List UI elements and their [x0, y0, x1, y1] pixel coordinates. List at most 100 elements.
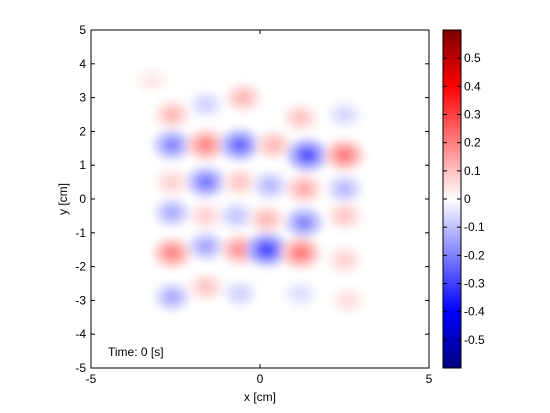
colorbar-tick-label: 0.4: [464, 79, 481, 93]
heatmap-lobe: [189, 91, 223, 118]
heatmap-lobe: [328, 101, 361, 128]
heatmap-contour: [338, 255, 351, 265]
heatmap-layer: [136, 68, 365, 314]
heatmap-lobe: [327, 246, 362, 274]
heatmap-lobe: [186, 166, 226, 198]
y-tick-label: -5: [75, 361, 86, 375]
plot-area: -5 0 5 -5 -4 -3 -2 -1 0 1 2 3 4 5 Time: 0 [s] x [cm]…: [56, 23, 433, 404]
colorbar-tick-label: -0.5: [464, 333, 485, 347]
x-axis-ticks: -5 0 5: [86, 30, 433, 386]
colorbar: -0.5 -0.4 -0.3 -0.2 -0.1 0 0.1 0.2 0.3 0.4 0.5: [442, 29, 485, 369]
heatmap-lobe: [245, 232, 288, 267]
heatmap-contour: [337, 149, 352, 161]
heatmap-contour: [165, 247, 179, 259]
y-tick-label: -2: [75, 260, 86, 274]
x-axis-label: x [cm]: [244, 390, 276, 404]
heatmap-contour: [259, 243, 275, 256]
heatmap-lobe: [331, 287, 365, 314]
y-tick-label: 5: [79, 23, 86, 37]
heatmap-contour: [297, 217, 311, 228]
heatmap-contour: [338, 183, 351, 194]
colorbar-tick-label: -0.4: [464, 305, 485, 319]
heatmap-lobe: [219, 202, 254, 230]
colorbar-tick-label: -0.3: [464, 277, 485, 291]
heatmap-contour: [233, 177, 246, 187]
y-tick-label: 1: [79, 158, 86, 172]
heatmap-contour: [166, 177, 178, 187]
heatmap-lobe: [223, 280, 257, 307]
colorbar-tick-label: 0.2: [464, 136, 481, 150]
y-tick-label: 0: [79, 192, 86, 206]
y-axis-ticks: -5 -4 -3 -2 -1 0 1 2 3 4 5: [75, 23, 429, 375]
heatmap-lobe: [153, 237, 192, 269]
heatmap-lobe: [189, 202, 223, 230]
heatmap-lobe: [286, 174, 322, 204]
heatmap-contour: [199, 282, 212, 292]
heatmap-lobe: [136, 68, 168, 94]
heatmap-lobe: [154, 198, 190, 227]
heatmap-contour: [267, 140, 280, 150]
heatmap-lobe: [188, 273, 223, 301]
heatmap-contour: [165, 139, 179, 151]
heatmap-lobe: [256, 131, 291, 159]
heatmap-contour: [264, 180, 277, 191]
heatmap-contour: [293, 247, 308, 259]
heatmap-lobe: [327, 174, 362, 203]
heatmap-contour: [342, 295, 354, 305]
heatmap-contour: [260, 214, 273, 225]
heatmap-contour: [146, 76, 158, 86]
heatmap-lobe: [283, 104, 318, 132]
heatmap-lobe: [281, 237, 320, 269]
heatmap-lobe: [154, 282, 190, 312]
heatmap-lobe: [222, 168, 257, 196]
heatmap-contour: [300, 149, 315, 161]
heatmap-contour: [200, 211, 212, 221]
heatmap-lobe: [155, 168, 189, 196]
colorbar-ticks: -0.5 -0.4 -0.3 -0.2 -0.1 0 0.1 0.2 0.3 0.4 0.5: [443, 51, 485, 347]
heatmap-lobe: [327, 202, 362, 230]
x-tick-label: 5: [426, 372, 433, 386]
heatmap-lobe: [186, 129, 225, 161]
heatmap-contour: [294, 289, 307, 299]
x-tick-label: -5: [86, 372, 97, 386]
heatmap-lobe: [284, 207, 323, 238]
heatmap-contour: [165, 207, 179, 218]
annotation-time: Time: 0 [s]: [108, 345, 164, 359]
y-tick-label: 3: [79, 91, 86, 105]
y-tick-label: 4: [79, 57, 86, 71]
heatmap-lobe: [325, 139, 364, 171]
heatmap-lobe: [154, 100, 190, 129]
y-tick-label: -4: [75, 327, 86, 341]
heatmap-contour: [297, 183, 311, 194]
heatmap-lobe: [286, 138, 328, 172]
y-tick-label: 2: [79, 124, 86, 138]
heatmap-contour: [230, 211, 243, 221]
heatmap-contour: [338, 211, 351, 221]
colorbar-tick-label: 0: [464, 192, 471, 206]
heatmap-contour: [232, 139, 247, 151]
heatmap-lobe: [225, 83, 261, 112]
y-axis-label: y [cm]: [56, 183, 70, 215]
heatmap-contour: [233, 288, 246, 299]
colorbar-tick-label: -0.1: [464, 220, 485, 234]
heatmap-contour: [199, 241, 213, 252]
heatmap-contour: [200, 99, 212, 110]
heatmap-contour: [199, 139, 213, 151]
heatmap-lobe: [219, 128, 260, 161]
heatmap-lobe: [153, 129, 192, 161]
y-tick-label: -3: [75, 293, 86, 307]
colorbar-tick-label: 0.1: [464, 164, 481, 178]
colorbar-tick-label: 0.5: [464, 51, 481, 65]
heatmap-contour: [237, 92, 250, 103]
heatmap-contour: [294, 113, 307, 123]
y-tick-label: -1: [75, 226, 86, 240]
heatmap-contour: [165, 292, 179, 303]
heatmap-contour: [338, 109, 351, 120]
colorbar-tick-label: 0.3: [464, 108, 481, 122]
x-tick-label: 0: [257, 372, 264, 386]
heatmap-contour: [199, 176, 213, 188]
heatmap-lobe: [249, 205, 285, 234]
heatmap-lobe: [252, 171, 288, 200]
heatmap-lobe: [284, 280, 317, 307]
